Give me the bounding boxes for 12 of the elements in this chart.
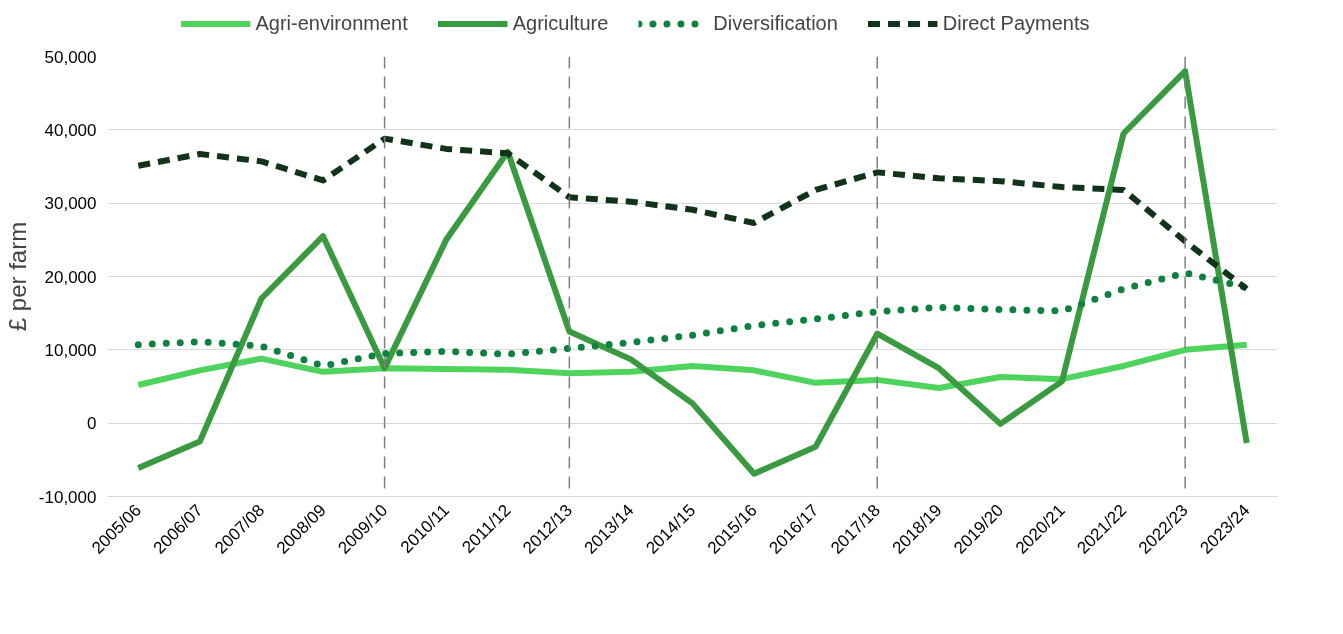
y-tick-label: 30,000 bbox=[44, 194, 97, 214]
y-tick-label: 50,000 bbox=[44, 47, 97, 67]
legend-label: Diversification bbox=[713, 11, 838, 35]
y-tick-label: 20,000 bbox=[44, 267, 97, 287]
y-axis-title: £ per farm bbox=[3, 221, 31, 332]
legend-label: Agri-environment bbox=[255, 11, 408, 35]
legend-label: Direct Payments bbox=[942, 11, 1090, 35]
y-tick-label: 10,000 bbox=[44, 340, 97, 360]
legend-label: Agriculture bbox=[512, 11, 609, 35]
y-tick-label: 0 bbox=[87, 414, 97, 434]
y-tick-label: 40,000 bbox=[44, 120, 97, 140]
y-tick-label: -10,000 bbox=[38, 487, 97, 507]
